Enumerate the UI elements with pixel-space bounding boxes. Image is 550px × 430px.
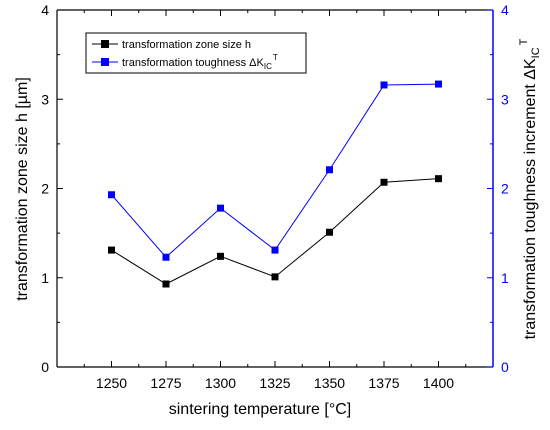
left-y-tick-label: 0 — [41, 359, 49, 375]
series-1-point — [217, 252, 224, 260]
series-2-point — [326, 166, 333, 174]
legend-marker-series-2 — [101, 58, 109, 66]
series-2-point — [217, 204, 224, 212]
series-line-2 — [111, 83, 439, 258]
right-y-axis-title-superscript: T — [518, 38, 530, 45]
x-axis-ticks: 1250 1275 1300 1325 1350 1375 1400 — [83, 10, 467, 391]
right-y-axis-ticks: 0 1 2 3 4 — [487, 2, 509, 375]
left-y-tick-label: 2 — [41, 181, 49, 197]
x-tick-label: 1350 — [314, 375, 345, 391]
legend-marker-series-1 — [101, 40, 109, 48]
legend-box — [85, 32, 307, 74]
right-y-tick-label: 0 — [501, 359, 509, 375]
series-2-point — [108, 191, 115, 199]
series-1-point — [162, 280, 170, 288]
legend-label-series-2-superscript: T — [273, 53, 278, 62]
series-2-point — [271, 246, 279, 254]
series-1-point — [326, 228, 333, 236]
series-1-point — [271, 273, 279, 281]
legend: transformation zone size h transformatio… — [85, 32, 307, 74]
legend-label-series-2: transformation toughness ΔKICT — [122, 53, 278, 71]
right-y-axis-title: transformation toughness increment ΔKICT — [518, 38, 542, 339]
series-1-point — [108, 246, 115, 254]
x-tick-label: 1300 — [205, 375, 236, 391]
right-y-tick-label: 3 — [501, 91, 509, 107]
left-y-tick-label: 4 — [41, 2, 49, 18]
x-axis-title: sintering temperature [°C] — [169, 401, 351, 418]
series-2-point — [162, 253, 170, 261]
series-layer — [108, 80, 442, 288]
legend-label-series-2-main: transformation toughness ΔK — [122, 57, 265, 69]
series-2-point — [435, 80, 442, 88]
right-y-axis-title-main: transformation toughness increment ΔK — [522, 58, 539, 339]
right-y-tick-label: 1 — [501, 270, 509, 286]
series-line-1 — [111, 178, 439, 285]
right-y-axis-title-subscript: IC — [530, 47, 542, 58]
series-1-point — [380, 178, 388, 186]
legend-label-series-1: transformation zone size h — [122, 39, 251, 51]
series-1-point — [435, 175, 442, 183]
x-tick-label: 1275 — [150, 375, 181, 391]
legend-label-series-2-subscript: IC — [264, 62, 272, 71]
x-tick-label: 1400 — [423, 375, 454, 391]
left-y-tick-label: 1 — [41, 270, 49, 286]
left-y-axis-title: transformation zone size h [µm] — [14, 77, 31, 301]
series-2-point — [380, 81, 388, 89]
right-y-tick-label: 4 — [501, 2, 509, 18]
x-tick-label: 1325 — [259, 375, 290, 391]
left-y-axis-ticks: 0 1 2 3 4 — [41, 2, 63, 375]
left-y-tick-label: 3 — [41, 91, 49, 107]
x-tick-label: 1375 — [368, 375, 399, 391]
right-y-tick-label: 2 — [501, 181, 509, 197]
x-tick-label: 1250 — [96, 375, 127, 391]
